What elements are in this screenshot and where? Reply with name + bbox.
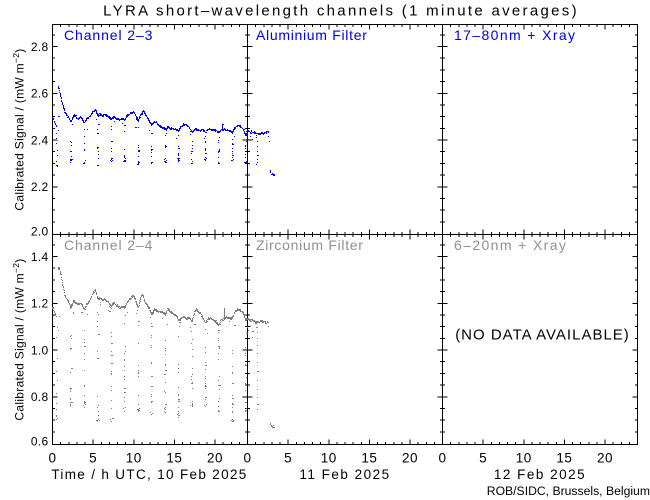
svg-text:Calibrated Signal / (mW m−2): Calibrated Signal / (mW m−2) <box>11 48 27 210</box>
svg-text:0: 0 <box>243 451 251 466</box>
svg-text:Time / h UTC, 10 Feb 2025: Time / h UTC, 10 Feb 2025 <box>51 467 247 482</box>
svg-text:2.4: 2.4 <box>31 133 49 147</box>
svg-text:0: 0 <box>48 451 56 466</box>
svg-text:2.0: 2.0 <box>31 224 49 238</box>
svg-text:Calibrated Signal / (mW m−2): Calibrated Signal / (mW m−2) <box>11 258 27 420</box>
svg-text:1.2: 1.2 <box>31 297 49 311</box>
svg-text:10: 10 <box>321 451 337 466</box>
svg-text:20: 20 <box>207 451 223 466</box>
svg-text:2.8: 2.8 <box>31 40 49 54</box>
svg-text:2.6: 2.6 <box>31 87 49 101</box>
svg-text:0: 0 <box>438 451 446 466</box>
svg-text:0.8: 0.8 <box>31 390 49 404</box>
svg-text:Zirconium Filter: Zirconium Filter <box>256 237 364 253</box>
svg-text:1.4: 1.4 <box>31 250 49 264</box>
svg-text:2.2: 2.2 <box>31 180 49 194</box>
svg-text:10: 10 <box>126 451 142 466</box>
svg-text:LYRA short–wavelength channels: LYRA short–wavelength channels (1 minute… <box>103 3 579 20</box>
svg-text:1.0: 1.0 <box>31 343 49 357</box>
svg-text:5: 5 <box>89 451 97 466</box>
svg-text:15: 15 <box>166 451 182 466</box>
svg-text:Channel 2–4: Channel 2–4 <box>64 237 153 253</box>
svg-text:ROB/SIDC, Brussels, Belgium: ROB/SIDC, Brussels, Belgium <box>487 484 650 498</box>
svg-text:5: 5 <box>284 451 292 466</box>
svg-text:15: 15 <box>556 451 572 466</box>
svg-text:Channel 2–3: Channel 2–3 <box>64 27 153 43</box>
svg-text:20: 20 <box>402 451 418 466</box>
svg-text:(NO DATA AVAILABLE): (NO DATA AVAILABLE) <box>455 327 630 344</box>
svg-text:6–20nm + Xray: 6–20nm + Xray <box>454 237 567 253</box>
svg-text:5: 5 <box>479 451 487 466</box>
svg-text:Aluminium Filter: Aluminium Filter <box>256 27 368 43</box>
svg-text:10: 10 <box>516 451 532 466</box>
svg-text:20: 20 <box>597 451 613 466</box>
svg-text:11 Feb 2025: 11 Feb 2025 <box>299 467 390 482</box>
svg-text:0.6: 0.6 <box>31 434 49 448</box>
svg-text:12 Feb 2025: 12 Feb 2025 <box>494 467 586 482</box>
svg-text:15: 15 <box>361 451 377 466</box>
svg-text:17–80nm + Xray: 17–80nm + Xray <box>454 27 576 43</box>
